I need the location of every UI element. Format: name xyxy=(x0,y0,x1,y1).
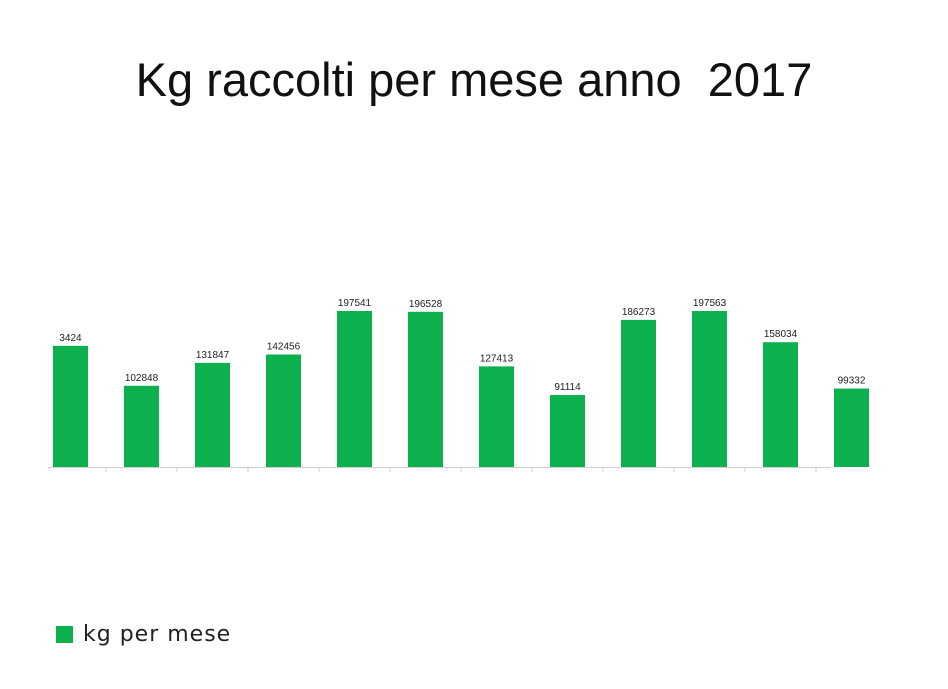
legend-swatch xyxy=(56,626,73,643)
bar xyxy=(550,395,585,467)
bar-value-label: 127413 xyxy=(480,353,514,364)
bar xyxy=(266,354,301,467)
bar-value-label: 197563 xyxy=(693,298,727,309)
legend-label: kg per mese xyxy=(83,622,232,647)
bar xyxy=(408,311,443,467)
bar-value-label: 158034 xyxy=(764,329,798,340)
bar xyxy=(763,342,798,467)
chart-title: Kg raccolti per mese anno 2017 xyxy=(135,53,813,106)
bar-value-label: 131847 xyxy=(196,350,230,361)
bar-value-label: 196528 xyxy=(409,299,443,310)
bar-value-label: 3424 xyxy=(59,333,82,344)
bar xyxy=(692,310,727,467)
bar xyxy=(195,362,230,467)
bar xyxy=(53,345,88,467)
bar-value-label: 142456 xyxy=(267,342,301,353)
bar-value-label: 102848 xyxy=(125,373,159,384)
bar xyxy=(124,385,159,467)
bar-value-label: 91114 xyxy=(554,382,581,393)
legend: kg per mese xyxy=(56,622,231,647)
bar xyxy=(337,311,372,467)
bar xyxy=(621,319,656,467)
bar xyxy=(479,366,514,467)
bar-value-label: 99332 xyxy=(838,376,866,387)
bar-value-label: 197541 xyxy=(338,298,372,309)
bar-value-label: 186273 xyxy=(622,307,656,318)
bar xyxy=(834,388,869,467)
